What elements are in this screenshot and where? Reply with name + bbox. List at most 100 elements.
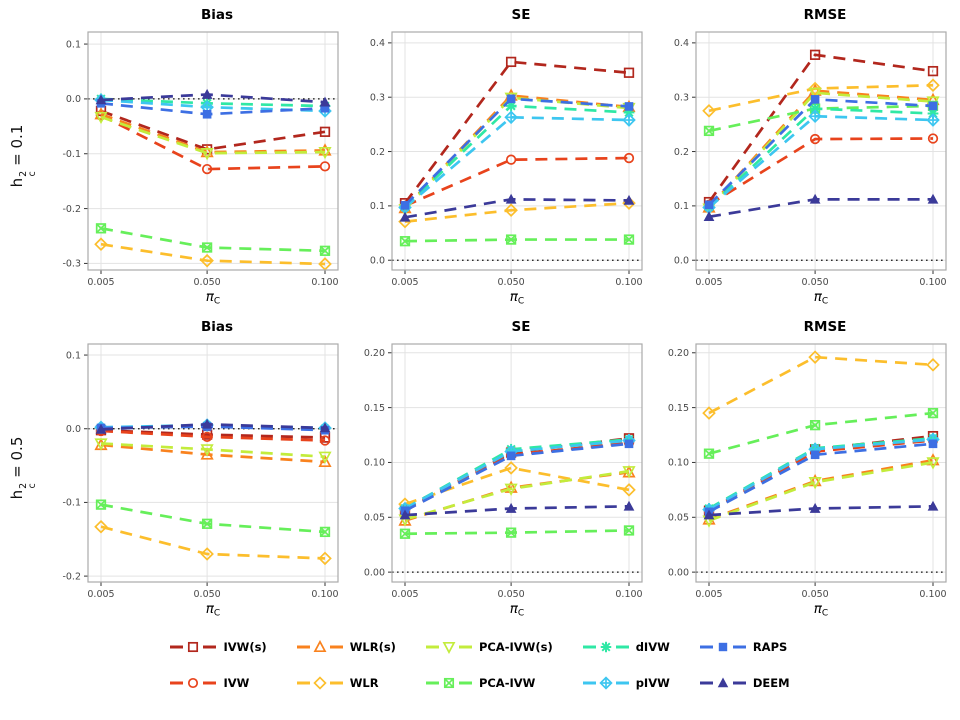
svg-text:0.005: 0.005 bbox=[695, 589, 722, 600]
svg-text:0.050: 0.050 bbox=[194, 277, 221, 288]
svg-text:0.05: 0.05 bbox=[364, 513, 385, 524]
svg-text:0.100: 0.100 bbox=[615, 589, 642, 600]
legend-item-pivw: pIVW bbox=[582, 676, 670, 690]
svg-text:πC: πC bbox=[206, 289, 220, 307]
svg-text:0.2: 0.2 bbox=[370, 147, 385, 158]
legend-swatch-ivw bbox=[170, 677, 217, 689]
panel-title: SE bbox=[511, 7, 531, 23]
panel-bias-h01: Bias 0.1 0.0 -0.1 -0.2 -0.3 0.005 0.050 0.100 πC bbox=[46, 0, 350, 312]
row-label-h2-0.1: h 2 c = 0.1 bbox=[8, 125, 38, 188]
svg-text:-0.1: -0.1 bbox=[62, 498, 81, 509]
svg-text:0.005: 0.005 bbox=[391, 277, 418, 288]
legend-label: IVW(s) bbox=[223, 640, 267, 654]
legend-swatch-pca-ivw bbox=[425, 677, 472, 689]
legend-swatch-wlr bbox=[296, 676, 343, 690]
legend-item-divw: dIVW bbox=[582, 640, 670, 654]
svg-text:0.050: 0.050 bbox=[802, 589, 829, 600]
svg-text:0.1: 0.1 bbox=[674, 201, 689, 212]
svg-text:-0.2: -0.2 bbox=[62, 204, 81, 215]
legend-label: WLR(s) bbox=[349, 640, 396, 654]
svg-text:0.00: 0.00 bbox=[364, 567, 385, 578]
svg-text:0.20: 0.20 bbox=[364, 348, 385, 359]
svg-text:0.005: 0.005 bbox=[391, 589, 418, 600]
svg-text:0.3: 0.3 bbox=[674, 92, 689, 103]
svg-text:0.100: 0.100 bbox=[615, 277, 642, 288]
svg-text:0.050: 0.050 bbox=[802, 277, 829, 288]
svg-text:0.050: 0.050 bbox=[498, 589, 525, 600]
legend-swatch-pca-ivw-s bbox=[425, 641, 472, 654]
panel-rmse-h01: RMSE 0.4 0.3 0.2 0.1 0.0 0.005 0.050 0.100 πC bbox=[654, 0, 958, 312]
panel-title: Bias bbox=[200, 319, 234, 335]
legend-item-pca-ivw-s: PCA-IVW(s) bbox=[425, 640, 553, 654]
legend: IVW(s) IVW WLR(s) WLR PCA-IVW(s) PCA-IVW dIVW p… bbox=[170, 640, 790, 690]
legend-label: RAPS bbox=[752, 640, 788, 654]
legend-item-raps: RAPS bbox=[699, 640, 790, 654]
svg-text:0.100: 0.100 bbox=[311, 589, 338, 600]
row-label-base: h bbox=[8, 489, 27, 500]
legend-label: PCA-IVW bbox=[478, 676, 536, 690]
svg-text:0.050: 0.050 bbox=[194, 589, 221, 600]
svg-text:0.1: 0.1 bbox=[66, 350, 81, 361]
legend-item-wlr-s: WLR(s) bbox=[296, 640, 396, 654]
svg-text:πC: πC bbox=[510, 601, 524, 619]
legend-label: pIVW bbox=[635, 676, 670, 690]
legend-label: dIVW bbox=[635, 640, 670, 654]
plot-bias-h01: 0.1 0.0 -0.1 -0.2 -0.3 0.005 0.050 0.100 πC bbox=[62, 31, 339, 307]
svg-text:0.4: 0.4 bbox=[370, 38, 385, 49]
row-label-rest: = 0.5 bbox=[8, 436, 27, 478]
plot-rmse-h01: 0.4 0.3 0.2 0.1 0.0 0.005 0.050 0.100 πC bbox=[674, 31, 947, 307]
svg-text:0.005: 0.005 bbox=[695, 277, 722, 288]
plot-se-h01: 0.4 0.3 0.2 0.1 0.0 0.005 0.050 0.100 πC bbox=[370, 31, 643, 307]
svg-text:0.050: 0.050 bbox=[498, 277, 525, 288]
panel-title: Bias bbox=[200, 7, 234, 23]
svg-text:0.10: 0.10 bbox=[668, 458, 689, 469]
legend-swatch-divw bbox=[582, 641, 629, 653]
legend-label: PCA-IVW(s) bbox=[478, 640, 553, 654]
svg-text:0.15: 0.15 bbox=[364, 403, 385, 414]
svg-text:0.0: 0.0 bbox=[370, 255, 385, 266]
legend-label: WLR bbox=[349, 676, 379, 690]
row-label-sub: c bbox=[27, 483, 39, 489]
plot-rmse-h05: 0.20 0.15 0.10 0.05 0.00 0.005 0.050 0.100 πC bbox=[668, 343, 947, 619]
svg-text:-0.2: -0.2 bbox=[62, 571, 81, 582]
panel-title: RMSE bbox=[803, 7, 847, 23]
panel-bias-h05: Bias 0.1 0.0 -0.1 -0.2 0.005 0.050 0.100 πC bbox=[46, 312, 350, 624]
legend-item-wlr: WLR bbox=[296, 676, 396, 690]
row-label-base: h bbox=[8, 177, 27, 188]
row-label-cell-h2-05: h 2 c = 0.5 bbox=[0, 312, 46, 624]
svg-text:0.1: 0.1 bbox=[66, 39, 81, 50]
legend-item-pca-ivw: PCA-IVW bbox=[425, 676, 553, 690]
svg-text:0.1: 0.1 bbox=[370, 201, 385, 212]
chart-grid: h 2 c = 0.1 Bias 0.1 0.0 -0.1 -0.2 -0.3 0.005 0.0… bbox=[0, 0, 958, 624]
plot-bias-h05: 0.1 0.0 -0.1 -0.2 0.005 0.050 0.100 πC bbox=[62, 343, 339, 619]
panel-title: SE bbox=[511, 319, 531, 335]
svg-text:0.100: 0.100 bbox=[919, 277, 946, 288]
svg-text:0.100: 0.100 bbox=[311, 277, 338, 288]
svg-text:0.20: 0.20 bbox=[668, 348, 689, 359]
legend-label: IVW bbox=[223, 676, 250, 690]
svg-text:πC: πC bbox=[510, 289, 524, 307]
svg-text:0.100: 0.100 bbox=[919, 589, 946, 600]
legend-item-ivw: IVW bbox=[170, 676, 266, 690]
svg-text:πC: πC bbox=[814, 289, 828, 307]
legend-swatch-raps bbox=[699, 642, 746, 652]
legend-item-ivw-s: IVW(s) bbox=[170, 640, 267, 654]
panel-se-h01: SE 0.4 0.3 0.2 0.1 0.0 0.005 0.050 0.100 πC bbox=[350, 0, 654, 312]
svg-text:0.005: 0.005 bbox=[87, 589, 114, 600]
row-label-h2-0.5: h 2 c = 0.5 bbox=[8, 437, 38, 500]
svg-text:0.2: 0.2 bbox=[674, 147, 689, 158]
svg-text:πC: πC bbox=[814, 601, 828, 619]
svg-text:0.0: 0.0 bbox=[674, 255, 689, 266]
svg-text:0.0: 0.0 bbox=[66, 424, 81, 435]
svg-text:πC: πC bbox=[206, 601, 220, 619]
legend-item-deem: DEEM bbox=[699, 676, 790, 690]
legend-swatch-deem bbox=[699, 677, 746, 688]
legend-label: DEEM bbox=[752, 676, 790, 690]
svg-text:0.10: 0.10 bbox=[364, 458, 385, 469]
legend-swatch-ivw-s bbox=[170, 641, 217, 653]
svg-text:0.005: 0.005 bbox=[87, 277, 114, 288]
svg-text:0.4: 0.4 bbox=[674, 38, 689, 49]
plot-se-h05: 0.20 0.15 0.10 0.05 0.00 0.005 0.050 0.100 πC bbox=[364, 343, 643, 619]
row-label-sub: c bbox=[27, 171, 39, 177]
